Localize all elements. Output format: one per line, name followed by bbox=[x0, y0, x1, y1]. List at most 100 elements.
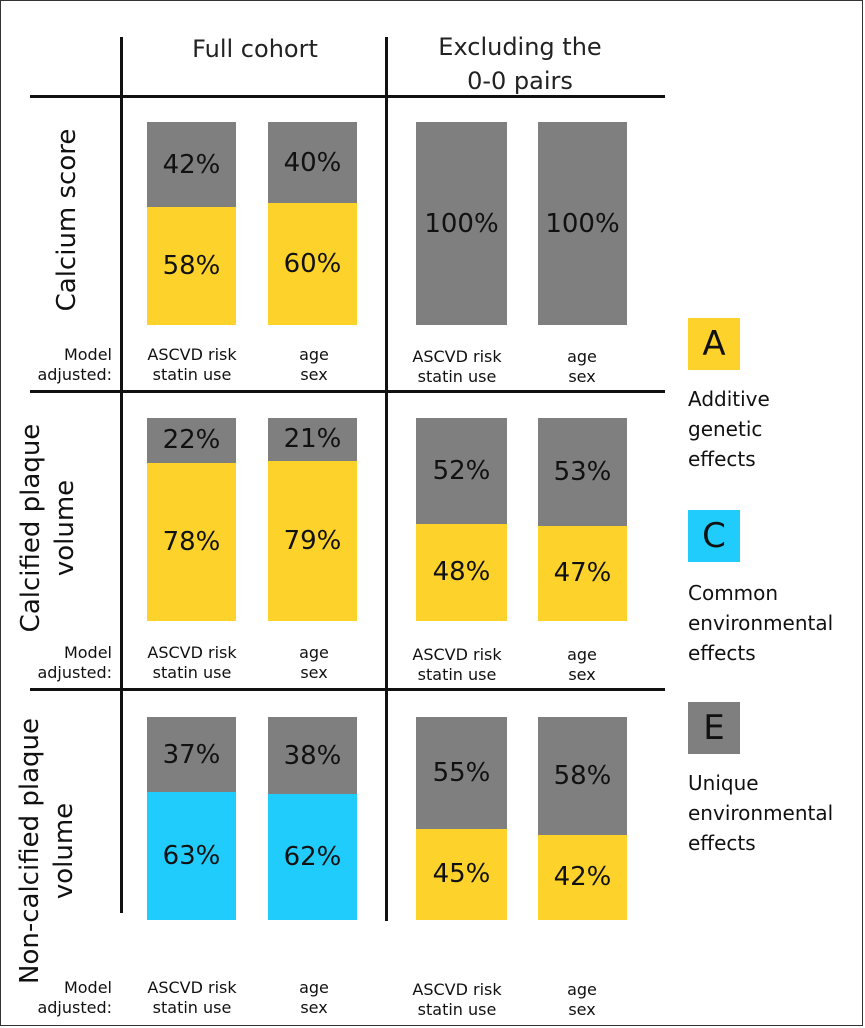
stacked-bar: 58% 42% bbox=[538, 717, 627, 920]
adj-row3-col4: age sex bbox=[518, 980, 646, 1020]
bar-value-label: 60% bbox=[283, 249, 342, 280]
adj-line2: sex bbox=[300, 663, 328, 682]
bar-segment-e: 37% bbox=[147, 717, 236, 793]
stacked-bar: 38% 62% bbox=[268, 717, 357, 920]
bar-value-label: 21% bbox=[283, 424, 342, 455]
adj-line2: statin use bbox=[152, 998, 232, 1017]
adj-line1: ASCVD risk bbox=[147, 345, 237, 364]
adj-line2: sex bbox=[568, 665, 596, 684]
row-label-calcium-line1: Calcium score bbox=[52, 128, 82, 312]
stacked-bar: 52% 48% bbox=[416, 418, 507, 621]
bar-segment-e: 100% bbox=[416, 122, 507, 325]
adj-line1: ASCVD risk bbox=[412, 980, 502, 999]
bar-value-label: 58% bbox=[162, 251, 221, 282]
adj-line2: statin use bbox=[417, 367, 497, 386]
adj-line2: sex bbox=[568, 367, 596, 386]
legend-letter-c: C bbox=[702, 516, 726, 556]
vertical-divider-left bbox=[120, 37, 123, 913]
adj-line1: ASCVD risk bbox=[147, 643, 237, 662]
bar-value-label: 63% bbox=[162, 841, 221, 872]
legend-letter-e: E bbox=[703, 708, 725, 748]
legend-c-line2: environmental bbox=[688, 611, 834, 635]
stacked-bar: 100% bbox=[538, 122, 627, 325]
adj-row3-col1: ASCVD risk statin use bbox=[128, 978, 256, 1018]
legend-text-a: Additive genetic effects bbox=[688, 384, 770, 474]
bar-segment-a: 60% bbox=[268, 203, 357, 325]
legend-swatch-e: E bbox=[688, 702, 740, 754]
adj-row2-col3: ASCVD risk statin use bbox=[393, 645, 521, 685]
adj-line1: age bbox=[299, 978, 329, 997]
adj-row1-col2: age sex bbox=[250, 345, 378, 385]
bar-value-label: 53% bbox=[553, 456, 612, 487]
model-adjusted-label-row1: Model adjusted: bbox=[10, 345, 112, 385]
legend-a-line1: Additive bbox=[688, 387, 770, 411]
row-label-calcified-line2: volume bbox=[50, 479, 80, 577]
horizontal-divider-row2 bbox=[30, 688, 665, 691]
legend-e-line2: environmental bbox=[688, 801, 834, 825]
stacked-bar: 37% 63% bbox=[147, 717, 236, 920]
bar-segment-a: 47% bbox=[538, 525, 627, 621]
bar-value-label: 55% bbox=[432, 757, 491, 788]
model-adjusted-line2: adjusted: bbox=[37, 663, 112, 682]
bar-segment-a: 42% bbox=[538, 834, 627, 920]
bar-segment-e: 38% bbox=[268, 717, 357, 795]
row-label-non-calcified-plaque: Non-calcified plaque volume bbox=[13, 706, 85, 996]
model-adjusted-line2: adjusted: bbox=[37, 365, 112, 384]
bar-segment-a: 48% bbox=[416, 523, 507, 621]
bar-value-label: 52% bbox=[432, 455, 491, 486]
stacked-bar: 55% 45% bbox=[416, 717, 507, 920]
bar-segment-e: 58% bbox=[538, 717, 627, 835]
adj-line2: statin use bbox=[417, 665, 497, 684]
horizontal-divider-row1 bbox=[30, 390, 665, 393]
bar-value-label: 58% bbox=[553, 760, 612, 791]
bar-segment-e: 42% bbox=[147, 122, 236, 208]
legend-e-line3: effects bbox=[688, 831, 756, 855]
legend-text-c: Common environmental effects bbox=[688, 578, 833, 668]
bar-value-label: 78% bbox=[162, 526, 221, 557]
stacked-bar: 42% 58% bbox=[147, 122, 236, 325]
adj-line2: statin use bbox=[152, 365, 232, 384]
row-label-non-calcified-line2: volume bbox=[49, 802, 79, 900]
adj-row2-col2: age sex bbox=[250, 643, 378, 683]
bar-value-label: 42% bbox=[162, 149, 221, 180]
adj-line1: age bbox=[567, 980, 597, 999]
bar-segment-e: 55% bbox=[416, 717, 507, 829]
vertical-divider-middle bbox=[385, 37, 388, 921]
legend-letter-a: A bbox=[702, 324, 726, 364]
bar-segment-e: 53% bbox=[538, 418, 627, 526]
adj-line2: sex bbox=[300, 365, 328, 384]
adj-line2: statin use bbox=[152, 663, 232, 682]
bar-segment-a: 45% bbox=[416, 828, 507, 920]
stacked-bar: 40% 60% bbox=[268, 122, 357, 325]
stacked-bar: 53% 47% bbox=[538, 418, 627, 621]
adj-row3-col2: age sex bbox=[250, 978, 378, 1018]
bar-value-label: 79% bbox=[283, 525, 342, 556]
model-adjusted-line1: Model bbox=[63, 345, 112, 364]
bar-segment-c: 62% bbox=[268, 794, 357, 920]
bar-segment-e: 22% bbox=[147, 418, 236, 463]
model-adjusted-label-row2: Model adjusted: bbox=[10, 643, 112, 683]
bar-segment-e: 40% bbox=[268, 122, 357, 204]
bar-segment-e: 52% bbox=[416, 418, 507, 524]
legend-e-line1: Unique bbox=[688, 771, 759, 795]
adj-line1: age bbox=[567, 645, 597, 664]
stacked-bar: 22% 78% bbox=[147, 418, 236, 621]
model-adjusted-line1: Model bbox=[63, 978, 112, 997]
bar-value-label: 47% bbox=[553, 558, 612, 589]
header-full-cohort: Full cohort bbox=[125, 32, 385, 66]
legend-a-line3: effects bbox=[688, 447, 756, 471]
bar-value-label: 42% bbox=[553, 862, 612, 893]
adj-line1: age bbox=[299, 643, 329, 662]
adj-line1: ASCVD risk bbox=[147, 978, 237, 997]
row-label-non-calcified-line1: Non-calcified plaque bbox=[15, 718, 45, 984]
adj-line2: sex bbox=[568, 1000, 596, 1019]
model-adjusted-line2: adjusted: bbox=[37, 998, 112, 1017]
bar-value-label: 100% bbox=[424, 208, 499, 239]
legend-swatch-a: A bbox=[688, 318, 740, 370]
bar-segment-c: 63% bbox=[147, 792, 236, 920]
adj-line1: age bbox=[299, 345, 329, 364]
bar-value-label: 45% bbox=[432, 859, 491, 890]
bar-value-label: 22% bbox=[162, 425, 221, 456]
model-adjusted-line1: Model bbox=[63, 643, 112, 662]
